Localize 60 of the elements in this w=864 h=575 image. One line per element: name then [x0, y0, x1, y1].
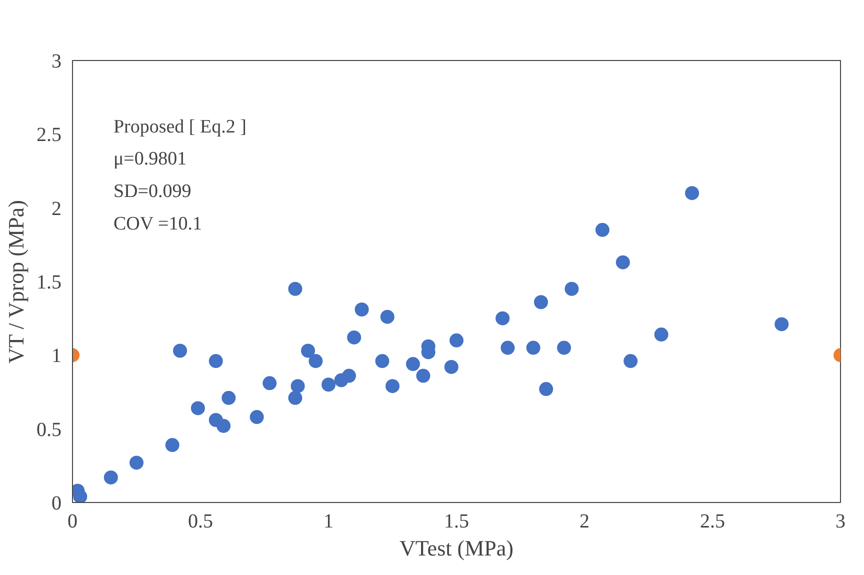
point	[222, 390, 236, 405]
x-tick-label: 2.5	[700, 510, 725, 532]
point	[130, 456, 144, 470]
x-tick-label: 1	[324, 510, 334, 532]
point	[496, 311, 510, 326]
point	[774, 317, 789, 332]
point	[685, 186, 700, 200]
y-tick-label: 3	[52, 50, 62, 72]
point	[595, 222, 610, 237]
point	[342, 368, 356, 383]
point	[526, 340, 540, 355]
y-tick-label: 0	[52, 492, 62, 514]
point	[104, 470, 118, 484]
x-tick-label: 3	[836, 510, 846, 532]
point	[288, 390, 302, 405]
point	[500, 340, 515, 355]
point	[290, 379, 305, 394]
point	[347, 330, 362, 344]
point	[262, 376, 277, 390]
point	[616, 255, 630, 270]
point	[375, 354, 390, 368]
point	[165, 438, 180, 452]
point	[308, 354, 323, 368]
point	[380, 310, 394, 324]
y-tick-label: 1	[52, 345, 62, 368]
y-tick-label: 1.5	[36, 272, 62, 294]
point	[354, 302, 369, 316]
point	[534, 295, 548, 310]
point	[73, 490, 88, 502]
annotation: SD=0.099	[113, 181, 192, 202]
point	[539, 382, 554, 396]
point	[208, 354, 223, 368]
point	[624, 354, 638, 368]
point	[654, 328, 668, 342]
point	[444, 360, 458, 374]
point	[406, 357, 420, 371]
point	[250, 410, 264, 424]
y-tick-label: 2	[52, 198, 62, 220]
point	[322, 378, 336, 392]
point	[416, 368, 430, 383]
point	[301, 344, 316, 358]
x-tick-label: 0.5	[188, 510, 213, 532]
point	[216, 418, 231, 433]
point	[190, 401, 205, 416]
point	[173, 344, 188, 358]
annotation: Proposed [ Eq.2 ]	[113, 116, 246, 138]
point	[564, 282, 579, 296]
y-axis-title: VT / Vprop (MPa)	[4, 200, 28, 364]
point	[386, 379, 400, 394]
x-tick-label: 0	[68, 510, 78, 532]
point	[557, 340, 572, 355]
annotation: μ=0.9801	[113, 148, 187, 170]
y-tick-label: 0.5	[36, 418, 62, 441]
x-tick-label: 2	[580, 510, 590, 532]
x-axis-title: VTest (MPa)	[400, 536, 514, 560]
x-tick-label: 1.5	[444, 510, 469, 532]
annotation: COV =10.1	[113, 214, 202, 235]
y-tick-label: 2.5	[36, 124, 62, 146]
point	[450, 333, 464, 348]
point	[288, 282, 302, 296]
